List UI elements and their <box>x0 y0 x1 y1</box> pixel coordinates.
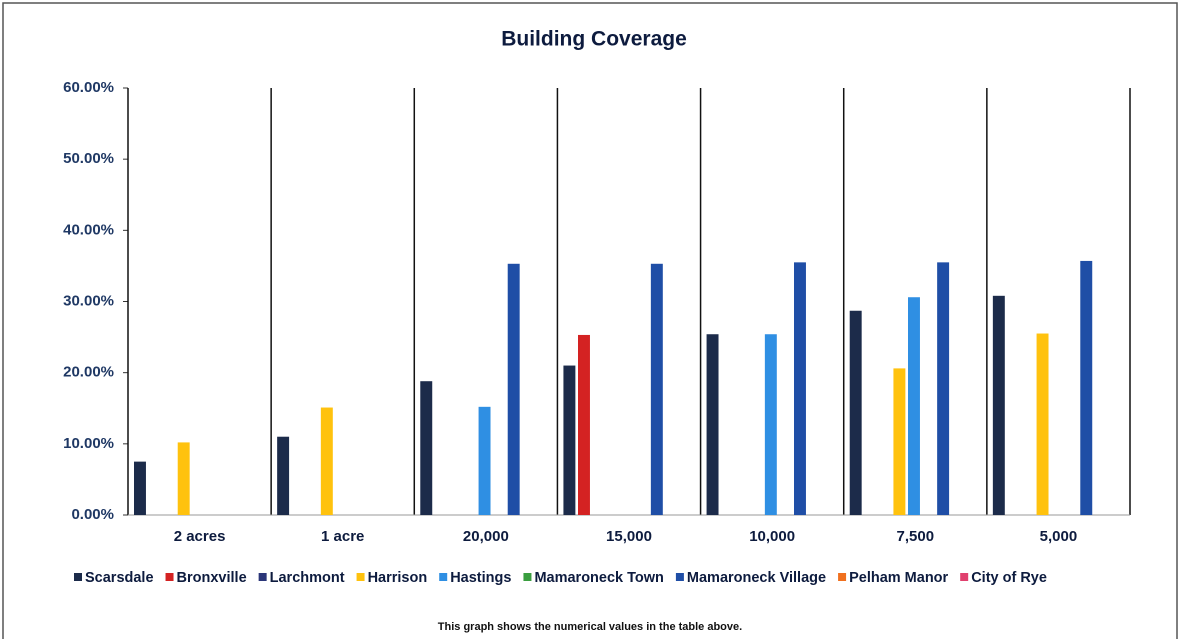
bar <box>794 262 806 515</box>
x-tick-label: 15,000 <box>606 528 652 545</box>
y-tick-label: 30.00% <box>63 292 114 309</box>
legend-label: Mamaroneck Town <box>534 570 663 586</box>
bar <box>277 436 290 515</box>
chart-title: Building Coverage <box>501 28 687 51</box>
y-tick-label: 50.00% <box>63 150 114 167</box>
legend-label: Mamaroneck Village <box>687 570 826 586</box>
bar <box>420 381 433 515</box>
legend-label: Scarsdale <box>85 570 154 586</box>
bar <box>706 334 719 515</box>
bar <box>893 368 906 515</box>
x-tick-label: 20,000 <box>463 528 509 545</box>
bar <box>320 407 333 515</box>
bar <box>507 263 520 515</box>
legend-swatch <box>523 573 532 581</box>
bar <box>1036 333 1049 515</box>
x-tick-label: 10,000 <box>749 528 795 545</box>
legend-swatch <box>439 573 448 581</box>
y-tick-label: 20.00% <box>63 364 114 381</box>
bar <box>992 295 1005 515</box>
y-tick-label: 10.00% <box>63 435 114 452</box>
bar <box>849 310 862 515</box>
legend-swatch <box>74 573 82 581</box>
legend-label: City of Rye <box>971 570 1047 586</box>
legend-swatch <box>675 573 684 581</box>
x-tick-label: 1 acre <box>321 528 364 545</box>
legend-label: Larchmont <box>270 570 345 586</box>
bar <box>937 262 950 515</box>
legend-swatch <box>960 573 969 581</box>
legend-label: Pelham Manor <box>849 570 948 586</box>
y-tick-label: 60.00% <box>63 79 114 96</box>
x-tick-label: 5,000 <box>1040 528 1078 545</box>
legend-swatch <box>165 573 174 581</box>
legend-label: Harrison <box>368 570 428 586</box>
bar <box>764 334 777 515</box>
x-tick-label: 7,500 <box>897 528 935 545</box>
note: This graph shows the numerical values in… <box>438 621 742 633</box>
legend-label: Hastings <box>450 570 511 586</box>
bar <box>650 263 663 515</box>
bar <box>134 461 146 515</box>
bar <box>578 334 590 515</box>
y-tick-label: 40.00% <box>63 221 114 238</box>
bar <box>478 406 491 515</box>
y-tick-label: 0.00% <box>71 506 114 523</box>
bar <box>177 442 190 515</box>
bar <box>1080 260 1093 515</box>
legend-swatch <box>838 573 847 581</box>
legend-swatch <box>258 573 267 581</box>
bar <box>563 365 576 515</box>
legend-swatch <box>356 573 365 581</box>
legend-label: Bronxville <box>177 570 247 586</box>
x-tick-label: 2 acres <box>174 528 226 545</box>
bar <box>908 297 920 515</box>
